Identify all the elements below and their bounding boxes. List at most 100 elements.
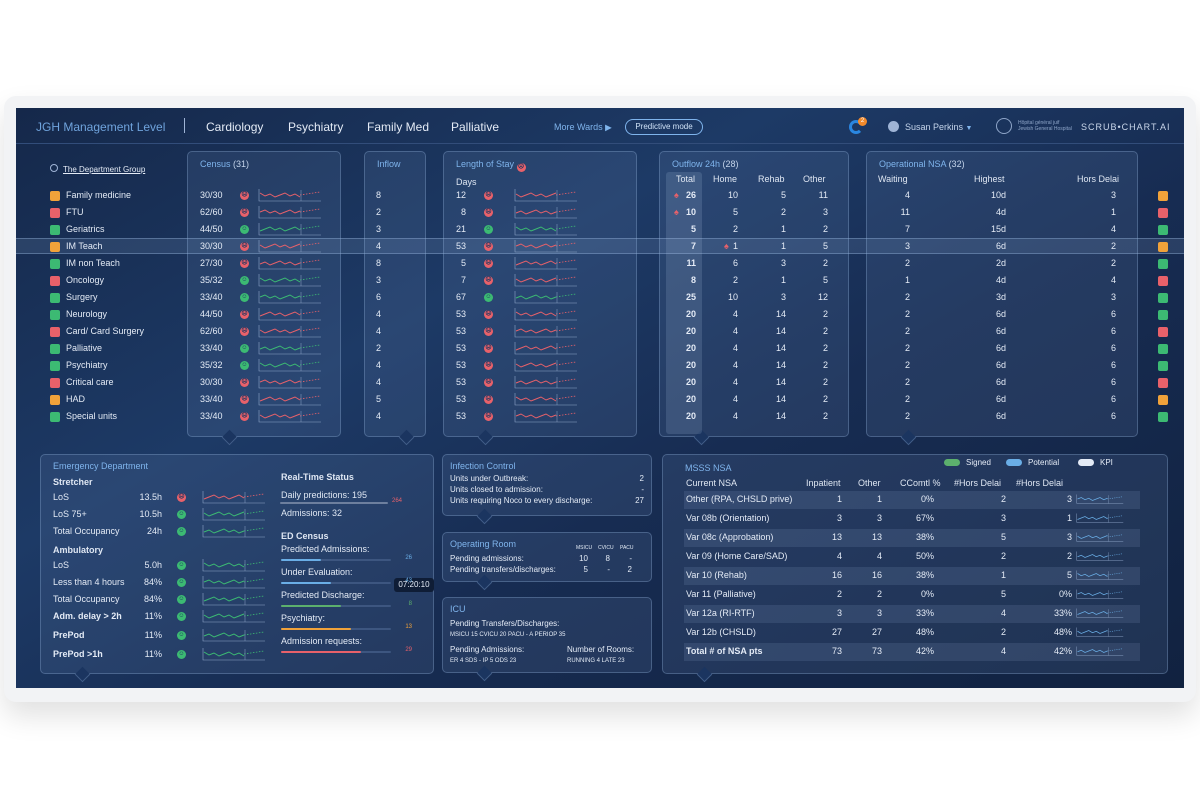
- inflow-value: 4: [376, 326, 382, 336]
- msss-row-label[interactable]: Var 08b (Orientation): [686, 513, 770, 523]
- outflow-other: 2: [822, 377, 828, 387]
- msss-row-label[interactable]: Var 11 (Palliative): [686, 589, 756, 599]
- legend-signed-swatch: [944, 459, 960, 466]
- ed-ambulatory-value: 11%: [144, 649, 162, 659]
- department-name[interactable]: Card/ Card Surgery: [66, 326, 145, 336]
- ed-stretcher-label: Total Occupancy: [53, 526, 120, 536]
- or-column-header: PACU: [620, 545, 634, 551]
- department-name[interactable]: FTU: [66, 207, 84, 217]
- msss-ccomtl: 42%: [915, 646, 934, 656]
- department-name[interactable]: Special units: [66, 411, 118, 421]
- nsa-count: (32): [948, 159, 965, 169]
- ed-census-value: 43: [405, 578, 412, 584]
- ed-census-label: Admission requests:: [281, 636, 363, 646]
- department-name[interactable]: Neurology: [66, 309, 108, 319]
- outflow-home: 4: [732, 343, 738, 353]
- outflow-home: 4: [732, 411, 738, 421]
- department-name[interactable]: Critical care: [66, 377, 114, 387]
- inflow-card: Inflow: [364, 151, 426, 437]
- department-name[interactable]: HAD: [66, 394, 86, 404]
- ed-sparkline: [202, 508, 265, 521]
- sad-face-icon: ☹: [516, 163, 526, 172]
- sad-face-icon: ☹: [484, 395, 493, 404]
- department-name[interactable]: Psychiatry: [66, 360, 108, 370]
- tab-family-med[interactable]: Family Med: [367, 120, 430, 134]
- los-sparkline: [514, 359, 577, 372]
- department-name[interactable]: IM Teach: [66, 241, 103, 251]
- outflow-other: 2: [822, 411, 828, 421]
- tab-cardiology[interactable]: Cardiology: [206, 120, 264, 134]
- outflow-other: 3: [822, 207, 828, 217]
- census-sparkline: [258, 291, 321, 304]
- ed-ambulatory-label: Total Occupancy: [53, 594, 120, 604]
- los-value: 21: [455, 224, 466, 234]
- department-name[interactable]: Palliative: [66, 343, 103, 353]
- sad-face-icon: ☹: [484, 344, 493, 353]
- department-icon: [1158, 344, 1168, 354]
- department-icon: [1158, 208, 1168, 218]
- department-name[interactable]: Geriatrics: [66, 224, 105, 234]
- nsa-highest: 4d: [995, 207, 1006, 217]
- census-value: 33/40: [200, 343, 223, 353]
- happy-face-icon: ☺: [177, 650, 186, 659]
- tab-palliative[interactable]: Palliative: [451, 120, 500, 134]
- outflow-total: 20: [685, 309, 696, 319]
- department-name[interactable]: Surgery: [66, 292, 98, 302]
- tab-psychiatry[interactable]: Psychiatry: [288, 120, 344, 134]
- los-sparkline: [514, 291, 577, 304]
- sad-face-icon: ☹: [240, 208, 249, 217]
- msss-sparkline: [1076, 494, 1124, 504]
- msss-other: 3: [876, 513, 882, 523]
- census-count: (31): [233, 159, 250, 169]
- user-avatar-icon[interactable]: [888, 121, 899, 132]
- predictive-mode-button[interactable]: Predictive mode: [625, 119, 703, 135]
- los-value: 53: [455, 411, 466, 421]
- msss-row-label[interactable]: Var 10 (Rehab): [686, 570, 747, 580]
- sad-face-icon: ☹: [240, 412, 249, 421]
- more-wards-link[interactable]: More Wards ▶: [554, 122, 611, 132]
- los-title-label: Length of Stay: [456, 159, 515, 169]
- alarm-bell-icon: ♠: [674, 190, 679, 200]
- msss-row-label[interactable]: Var 08c (Approbation): [686, 532, 774, 542]
- department-name[interactable]: IM non Teach: [66, 258, 120, 268]
- msss-header: CComtl %: [900, 478, 941, 488]
- nsa-hors-delai: 6: [1110, 394, 1116, 404]
- department-group-link[interactable]: The Department Group: [50, 164, 145, 174]
- msss-header: Other: [858, 478, 881, 488]
- los-sparkline: [514, 223, 577, 236]
- msss-row-label[interactable]: Var 12b (CHSLD): [686, 627, 756, 637]
- los-sparkline: [514, 257, 577, 270]
- ed-ambulatory-value: 84%: [143, 594, 162, 604]
- outflow-home: 1: [732, 241, 738, 251]
- census-value: 30/30: [200, 377, 223, 387]
- sad-face-icon: ☹: [484, 327, 493, 336]
- infection-label: Units under Outbreak:: [450, 474, 529, 483]
- outflow-count: (28): [722, 159, 739, 169]
- msss-row-label[interactable]: Other (RPA, CHSLD prive): [686, 494, 793, 504]
- msss-row-label[interactable]: Var 12a (RI-RTF): [686, 608, 755, 618]
- icu-admissions-label: Pending Admissions:: [450, 645, 525, 654]
- chevron-right-icon: ▶: [605, 123, 612, 132]
- outflow-rehab: 14: [775, 394, 786, 404]
- user-menu[interactable]: Susan Perkins ▼: [905, 122, 972, 132]
- department-icon: [1158, 310, 1168, 320]
- notification-icon[interactable]: [849, 120, 863, 134]
- sad-face-icon: ☹: [484, 310, 493, 319]
- ed-census-track: [281, 559, 391, 561]
- ed-census-track: [281, 582, 391, 584]
- msss-row-label[interactable]: Total # of NSA pts: [686, 646, 763, 656]
- census-value: 33/40: [200, 411, 223, 421]
- msss-row-label[interactable]: Var 09 (Home Care/SAD): [686, 551, 788, 561]
- sad-face-icon: ☹: [484, 412, 493, 421]
- nsa-waiting: 4: [904, 190, 910, 200]
- ed-ambulatory-label: PrePod >1h: [53, 649, 103, 659]
- nsa-highest: 6d: [995, 326, 1006, 336]
- sad-face-icon: ☹: [240, 310, 249, 319]
- department-name[interactable]: Oncology: [66, 275, 105, 285]
- department-name[interactable]: Family medicine: [66, 190, 132, 200]
- outflow-home: 2: [732, 224, 738, 234]
- nsa-highest: 15d: [990, 224, 1006, 234]
- inflow-value: 6: [376, 292, 382, 302]
- department-icon: [50, 242, 60, 252]
- msss-hors-delai-1: 4: [1000, 646, 1006, 656]
